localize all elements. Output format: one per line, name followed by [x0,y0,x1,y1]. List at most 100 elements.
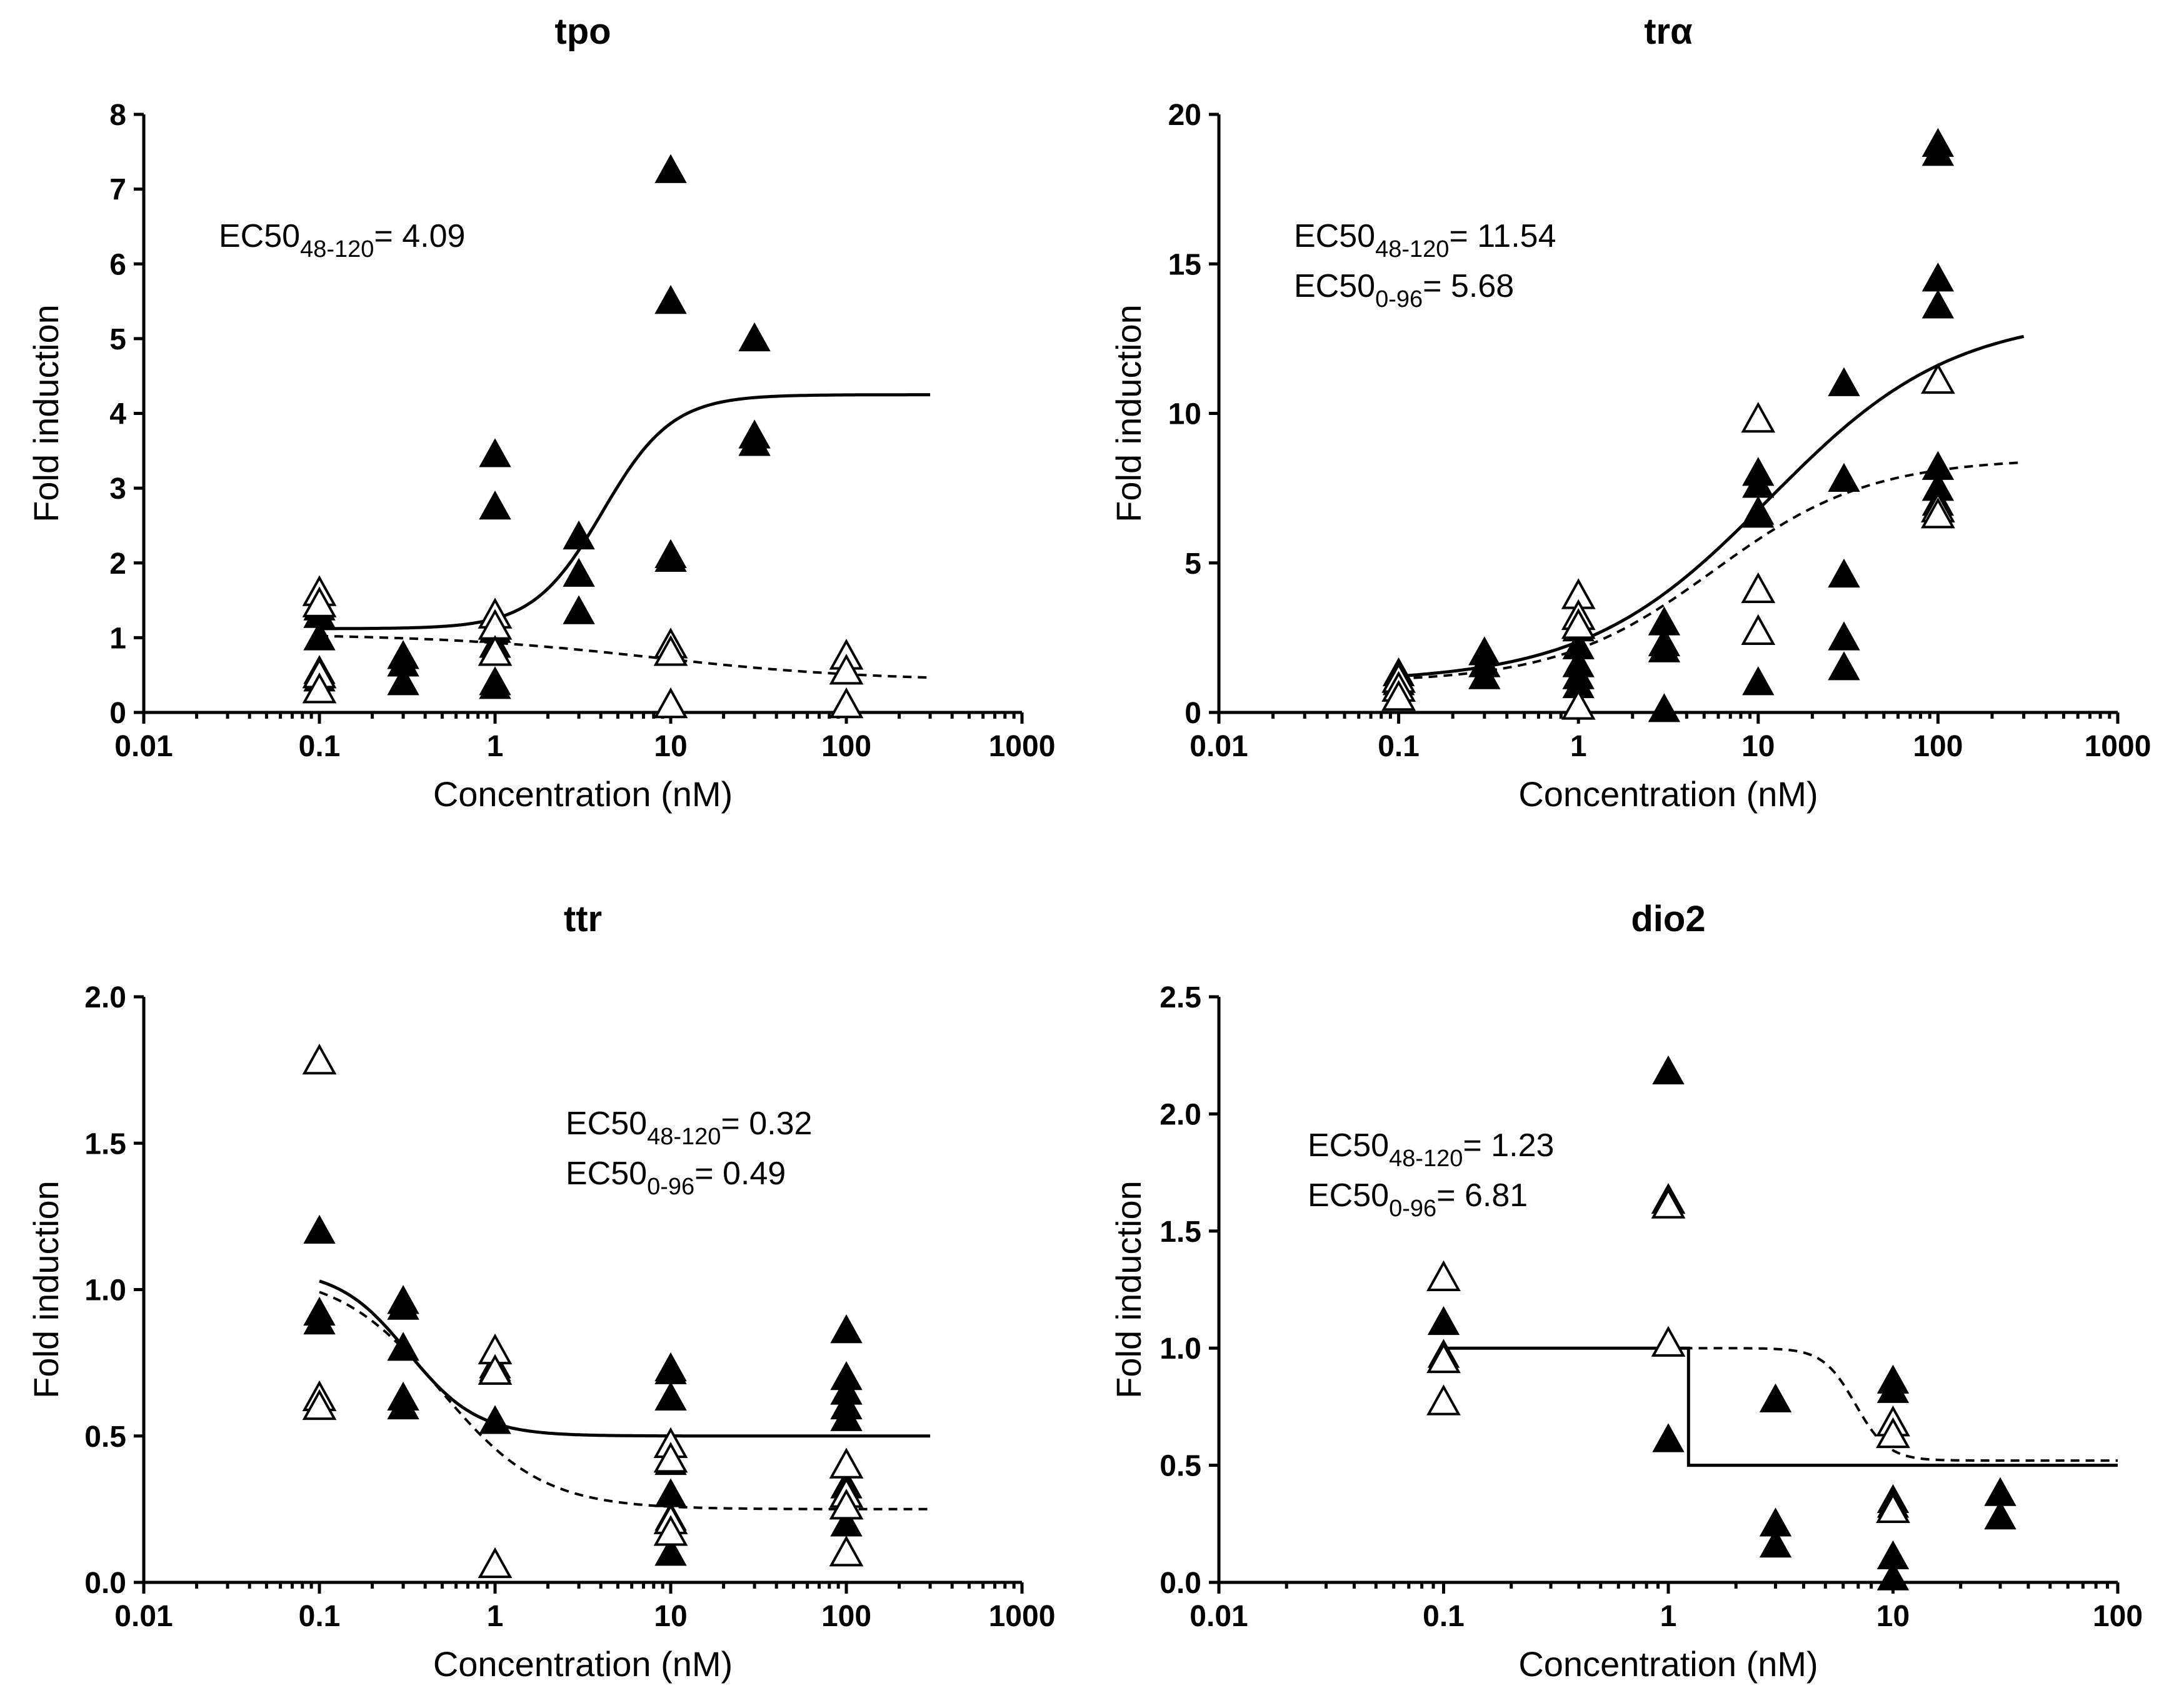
ec50-value: = 0.32 [721,1106,812,1142]
data-point-open-0-96 [1741,572,1776,604]
data-point-filled-48-120 [1648,693,1681,722]
ec50-subscript: 0-96 [1389,1196,1436,1222]
data-point-filled-48-120 [479,670,511,699]
ec50-prefix: EC50 [1308,1127,1389,1164]
y-tick-label: 1 [109,622,126,655]
x-tick-label: 0.1 [1378,730,1420,763]
data-point-open-0-96 [1426,1342,1461,1374]
data-point-filled-48-120 [654,1537,687,1566]
y-tick-label: 15 [1168,248,1201,281]
x-tick-label: 10 [654,730,687,763]
data-point-filled-48-120 [1828,651,1860,681]
x-tick-label: 1 [1570,730,1587,763]
x-tick-label: 1 [1660,1600,1677,1633]
fit-curve-48-120 [1398,334,2025,678]
ec50-prefix: EC50 [1294,268,1375,304]
x-tick-label: 1000 [989,730,1056,763]
chart-title: ttr [564,899,602,939]
fit-curve-48-120 [319,393,931,631]
x-tick-label: 0.1 [1423,1600,1465,1633]
x-tick-label: 100 [2093,1600,2143,1633]
data-point-open-0-96 [1741,614,1776,646]
chart-panel-3: dio2 0.0 0.5 1.0 1.5 2.0 2.5 0.01 0.1 1 10 100 Conce… [1109,899,2143,1684]
data-point-filled-48-120 [1828,367,1860,396]
data-point-filled-48-120 [479,438,511,467]
data-point-open-0-96 [1426,1384,1461,1416]
x-axis-label: Concentration (nM) [433,1644,733,1684]
data-point-open-0-96 [1651,1187,1686,1219]
x-tick-label: 10 [654,1600,687,1633]
data-point-filled-48-120 [1828,558,1860,588]
data-point-open-0-96 [653,1515,688,1546]
ec50-prefix: EC50 [566,1156,647,1192]
ec50-annotation: EC5048-120= 1.23 [1308,1127,1554,1172]
y-tick-label: 0.5 [84,1421,126,1454]
ec50-subscript: 0-96 [1375,286,1423,312]
chart-title: dio2 [1631,899,1705,939]
x-tick-label: 1000 [989,1600,1056,1633]
x-tick-label: 1 [487,730,504,763]
data-point-filled-48-120 [1876,1374,1910,1403]
ec50-subscript: 48-120 [300,236,374,262]
data-point-open-0-96 [478,1354,513,1385]
data-point-filled-48-120 [1984,1500,2016,1530]
data-point-filled-48-120 [1742,666,1775,696]
data-point-filled-48-120 [479,1405,511,1434]
y-axis-label: Fold induction [26,304,66,522]
data-point-filled-48-120 [1921,289,1955,319]
data-point-open-0-96 [653,635,688,666]
x-tick-label: 1000 [2085,730,2151,763]
data-point-filled-48-120 [1759,1383,1792,1412]
x-tick-label: 0.01 [114,730,173,763]
ec50-prefix: EC50 [1308,1177,1389,1214]
data-point-filled-48-120 [1648,633,1681,662]
x-tick-label: 100 [821,1600,871,1633]
data-point-filled-48-120 [654,154,687,183]
y-tick-label: 0.5 [1160,1450,1201,1483]
data-point-open-0-96 [302,672,337,704]
data-point-filled-48-120 [654,1381,687,1411]
x-tick-label: 0.01 [1190,1600,1248,1633]
data-point-filled-48-120 [1652,1055,1685,1085]
data-point-open-0-96 [829,1447,864,1479]
y-tick-label: 0 [1185,697,1201,730]
data-point-open-0-96 [1561,689,1596,720]
chart-panel-0: tpo 0 1 2 3 4 5 6 7 8 0.01 0.1 1 10 100 1000 Concentrati… [26,11,1055,814]
fit-curve-0-96 [319,1291,931,1511]
data-point-open-0-96 [829,687,864,719]
data-point-filled-48-120 [830,1314,863,1344]
data-point-filled-48-120 [1876,1561,1910,1591]
y-tick-label: 3 [109,472,126,506]
data-point-filled-48-120 [1921,262,1955,292]
data-point-open-0-96 [302,586,337,617]
x-axis-label: Concentration (nM) [1518,774,1818,814]
data-point-filled-48-120 [387,1390,419,1420]
data-point-open-0-96 [478,635,513,666]
ec50-subscript: 48-120 [1375,236,1449,262]
y-tick-label: 1.0 [84,1274,126,1307]
y-axis-label: Fold induction [1109,304,1148,522]
data-point-open-0-96 [1921,362,1955,394]
ec50-value: = 6.81 [1436,1177,1528,1214]
y-tick-label: 10 [1168,398,1201,431]
y-tick-label: 2 [109,547,126,581]
data-point-filled-48-120 [387,1291,419,1320]
data-point-filled-48-120 [387,1332,419,1361]
y-tick-label: 0 [109,697,126,730]
data-point-filled-48-120 [654,1355,687,1384]
ec50-subscript: 0-96 [647,1174,694,1200]
y-tick-label: 0.0 [84,1567,126,1600]
data-point-open-0-96 [478,1547,513,1579]
data-point-filled-48-120 [563,595,595,624]
data-point-open-0-96 [302,1043,337,1075]
ec50-value: = 11.54 [1449,218,1556,254]
data-point-open-0-96 [302,1389,337,1421]
data-point-open-0-96 [1876,1417,1910,1449]
data-point-filled-48-120 [738,322,771,352]
ec50-value: = 1.23 [1463,1127,1554,1164]
data-point-filled-48-120 [303,1214,336,1244]
ec50-value: = 4.09 [374,218,465,254]
fit-curve-0-96 [1443,1347,2118,1462]
ec50-prefix: EC50 [566,1106,647,1142]
